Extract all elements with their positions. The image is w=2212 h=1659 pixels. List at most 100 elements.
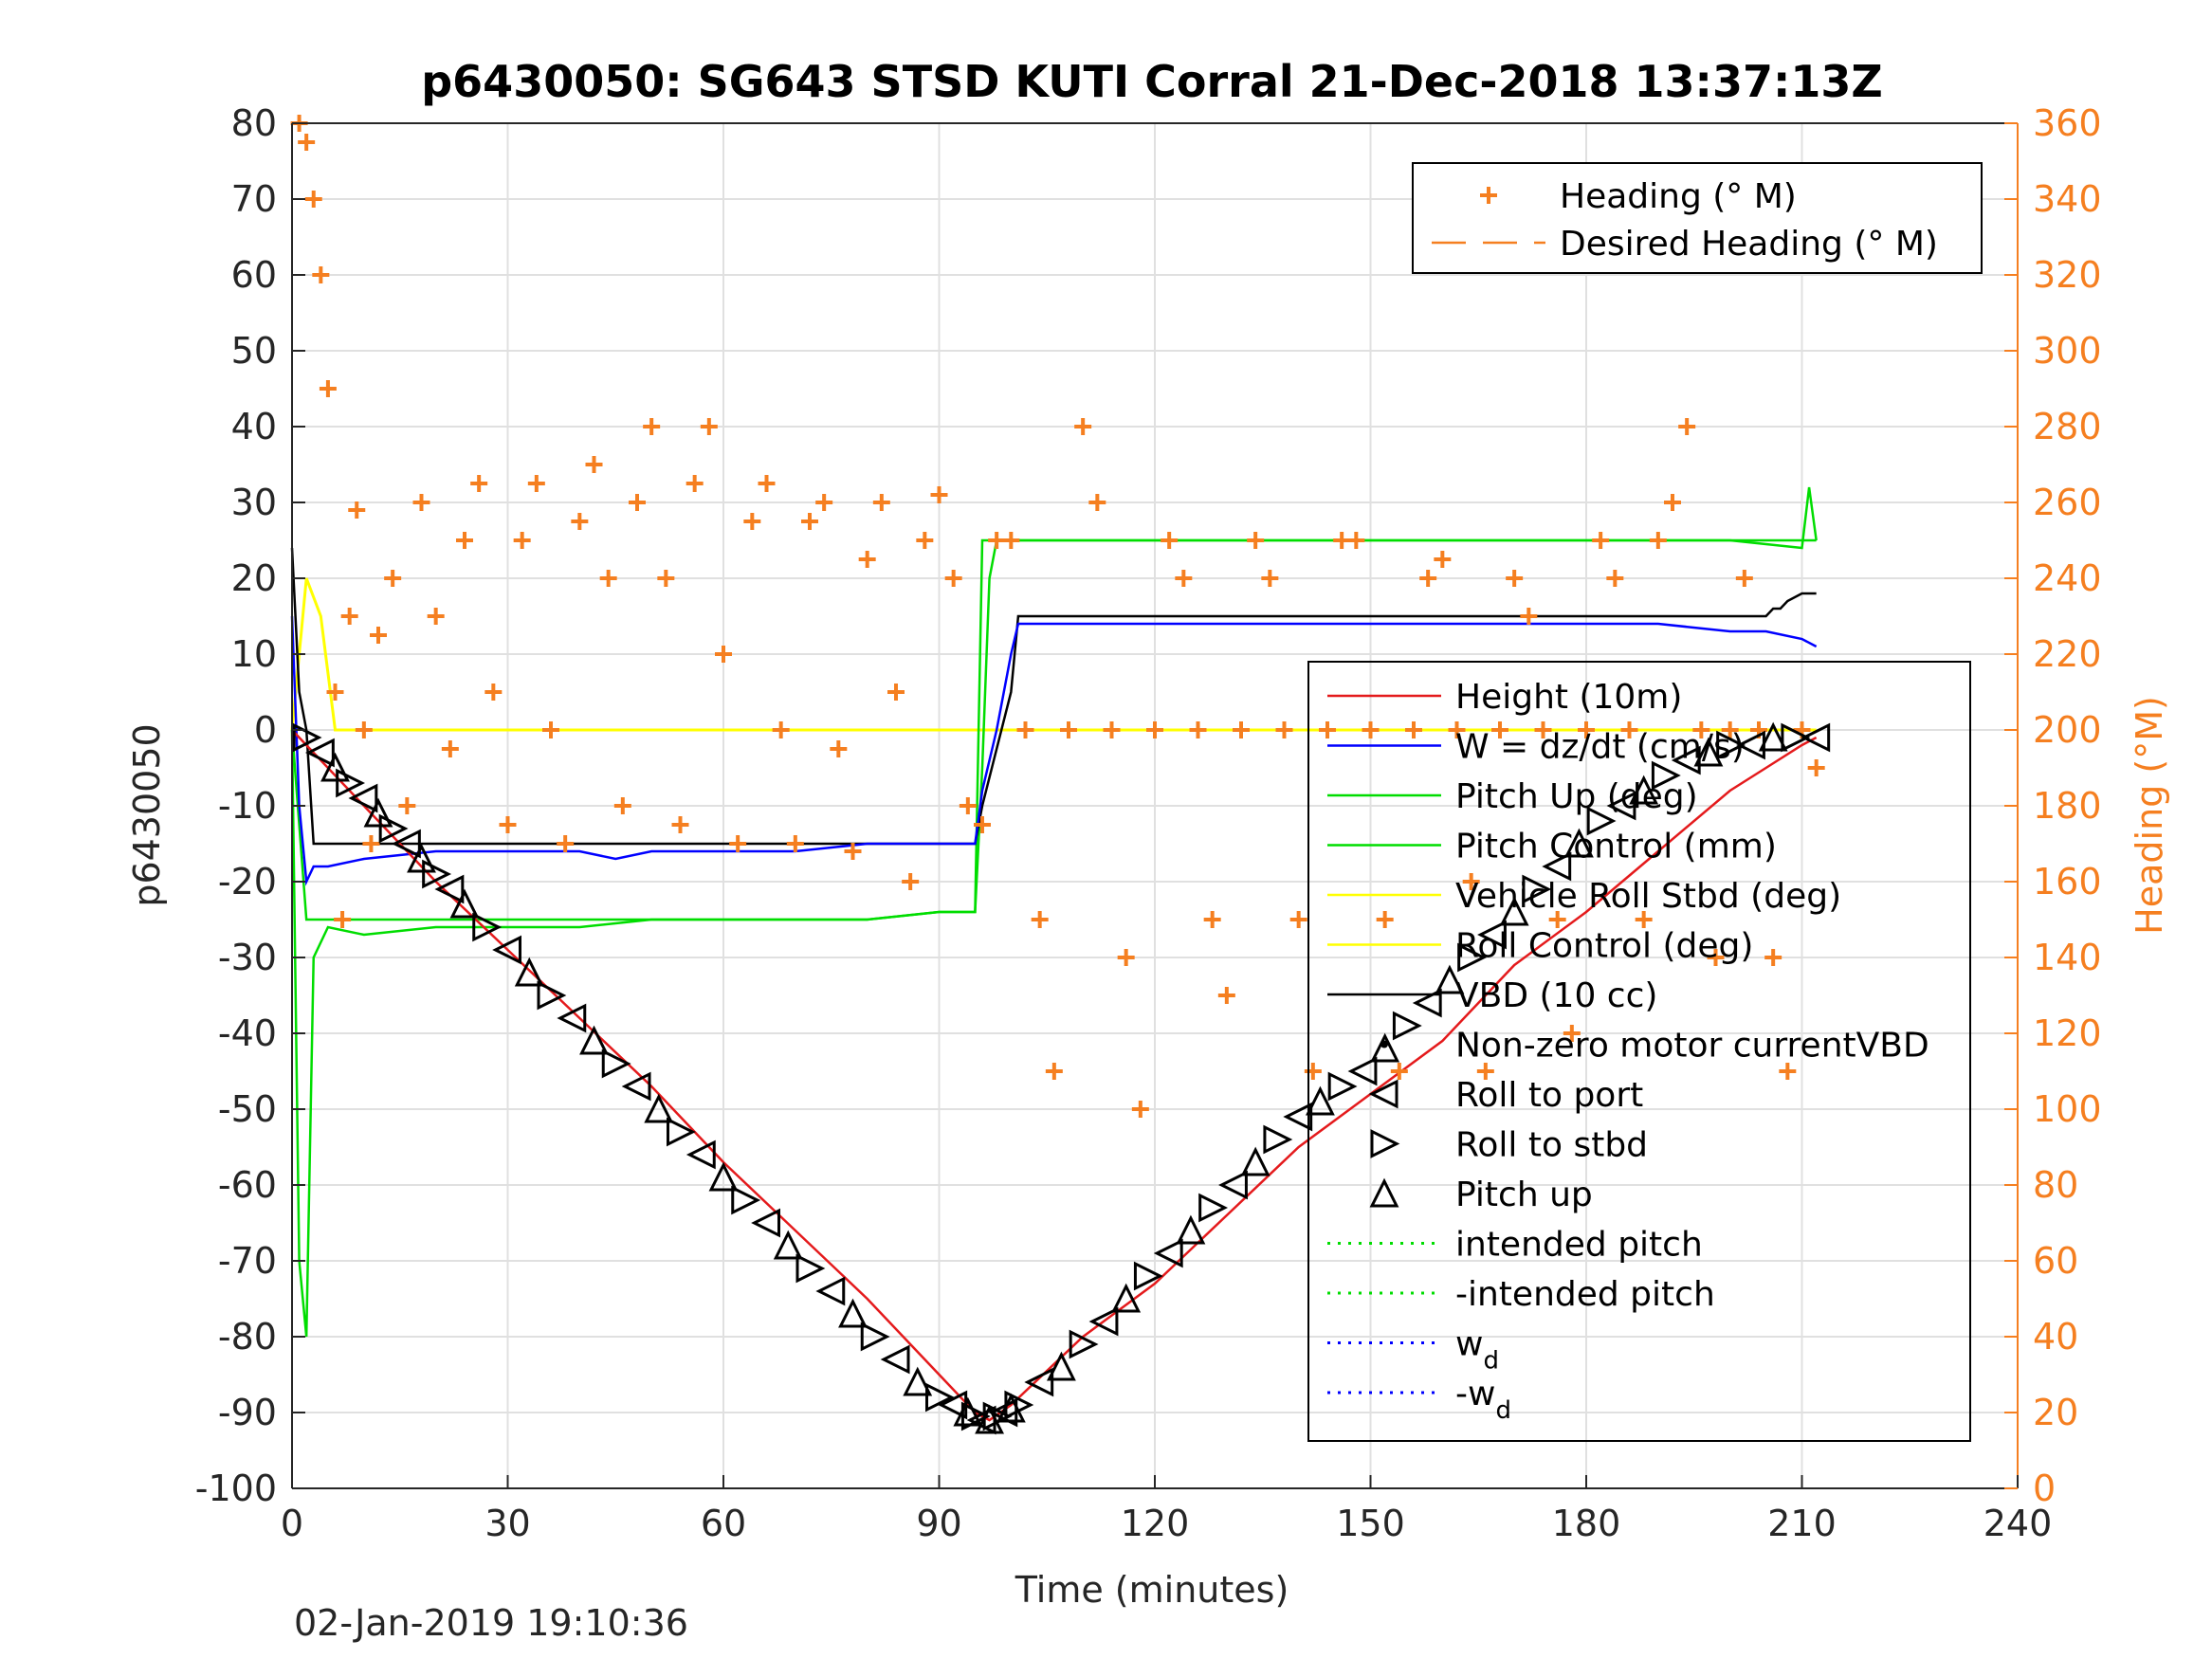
heading-point: [1592, 532, 1609, 549]
y2-tick-label: 280: [2033, 406, 2102, 447]
y-tick-label: 70: [231, 178, 277, 220]
heading-point: [759, 475, 776, 492]
heading-point: [614, 797, 631, 814]
heading-point: [1664, 494, 1681, 511]
y2-tick-label: 360: [2033, 102, 2102, 144]
heading-point: [1204, 911, 1221, 928]
x-axis-label: Time (minutes): [1015, 1569, 1289, 1611]
heading-point: [1347, 532, 1364, 549]
heading-point: [1779, 1063, 1796, 1080]
heading-point: [356, 721, 373, 738]
heading-point: [348, 501, 365, 519]
heading-point: [298, 134, 315, 151]
x-tick-label: 30: [484, 1503, 530, 1544]
y2-tick-label: 160: [2033, 861, 2102, 902]
heading-point: [600, 570, 617, 587]
x-tick-label: 90: [916, 1503, 961, 1544]
heading-point: [1046, 1063, 1063, 1080]
heading-point: [586, 456, 603, 473]
heading-point: [672, 816, 689, 833]
roll-marker: [603, 1051, 628, 1076]
x-tick-label: 0: [281, 1503, 303, 1544]
heading-point: [305, 191, 322, 208]
roll-marker: [797, 1256, 822, 1281]
heading-point: [456, 532, 473, 549]
heading-point: [1678, 418, 1695, 435]
heading-point: [1377, 911, 1394, 928]
y-tick-label: 0: [254, 709, 277, 751]
y2-tick-label: 120: [2033, 1012, 2102, 1054]
legend-label: Pitch Up (deg): [1455, 777, 1698, 816]
heading-legend: Heading (° M) Desired Heading (° M): [1413, 163, 1982, 273]
heading-point: [729, 835, 746, 852]
heading-point: [1074, 418, 1091, 435]
roll-marker: [1287, 1104, 1311, 1129]
footer-timestamp: 02-Jan-2019 19:10:36: [294, 1602, 688, 1644]
heading-point: [1736, 570, 1753, 587]
y2-tick-label: 40: [2033, 1316, 2078, 1358]
heading-point: [370, 627, 387, 644]
y2-tick-label: 0: [2033, 1468, 2056, 1509]
roll-marker: [755, 1211, 779, 1235]
axes: 0 30 60 90 120 150 180 210 240-100-90-80-70-60-5…: [195, 102, 2102, 1544]
heading-point: [1434, 551, 1451, 568]
roll-marker: [819, 1279, 844, 1304]
heading-point: [442, 740, 459, 757]
y-tick-label: -70: [218, 1240, 277, 1282]
roll-marker: [1351, 1059, 1376, 1084]
heading-point: [1017, 721, 1034, 738]
y-tick-label: -20: [218, 861, 277, 902]
heading-point: [1419, 570, 1436, 587]
heading-point: [1002, 532, 1019, 549]
heading-point: [1276, 721, 1293, 738]
y2-tick-label: 240: [2033, 557, 2102, 599]
heading-point: [334, 911, 351, 928]
legend-label: Roll to stbd: [1455, 1126, 1648, 1165]
roll-marker: [884, 1347, 908, 1372]
heading-point: [743, 513, 760, 530]
heading-point: [1088, 494, 1106, 511]
y2-tick-label: 140: [2033, 937, 2102, 978]
legend-label: -wd: [1455, 1375, 1511, 1425]
heading-point: [1305, 1063, 1322, 1080]
heading-point: [428, 608, 445, 625]
legend-label: Pitch Control (mm): [1455, 828, 1777, 866]
roll-marker: [625, 1074, 649, 1099]
roll-marker: [539, 983, 563, 1008]
legend-label: Vehicle Roll Stbd (deg): [1455, 877, 1841, 916]
legend-heading-label: Heading (° M): [1560, 177, 1797, 216]
roll-marker: [1329, 1074, 1354, 1099]
legend-swatch: [1372, 1132, 1397, 1157]
heading-point: [1362, 721, 1380, 738]
roll-marker: [438, 877, 463, 902]
heading-point: [715, 646, 732, 663]
heading-point: [1161, 532, 1178, 549]
heading-point: [1650, 532, 1667, 549]
roll-marker: [1200, 1195, 1225, 1220]
heading-point: [1606, 570, 1623, 587]
heading-point: [873, 494, 890, 511]
y2-tick-label: 320: [2033, 254, 2102, 296]
heading-point: [686, 475, 704, 492]
heading-point: [312, 266, 329, 283]
roll-marker: [1265, 1127, 1289, 1152]
heading-point: [500, 816, 517, 833]
x-tick-label: 210: [1767, 1503, 1837, 1544]
roll-marker: [1028, 1370, 1052, 1395]
heading-point: [1132, 1101, 1149, 1118]
heading-point: [1405, 721, 1422, 738]
y2-tick-label: 300: [2033, 330, 2102, 372]
legend-label: Height (10m): [1455, 678, 1682, 717]
heading-point: [1060, 721, 1077, 738]
heading-point: [815, 494, 832, 511]
heading-point: [484, 684, 502, 701]
heading-point: [1319, 721, 1336, 738]
heading-point: [542, 721, 559, 738]
legend-label: Pitch up: [1455, 1176, 1593, 1214]
heading-point: [1190, 721, 1207, 738]
roll-marker: [1135, 1264, 1160, 1288]
y2-tick-label: 220: [2033, 633, 2102, 675]
y-tick-label: 80: [231, 102, 277, 144]
heading-point: [1104, 721, 1121, 738]
